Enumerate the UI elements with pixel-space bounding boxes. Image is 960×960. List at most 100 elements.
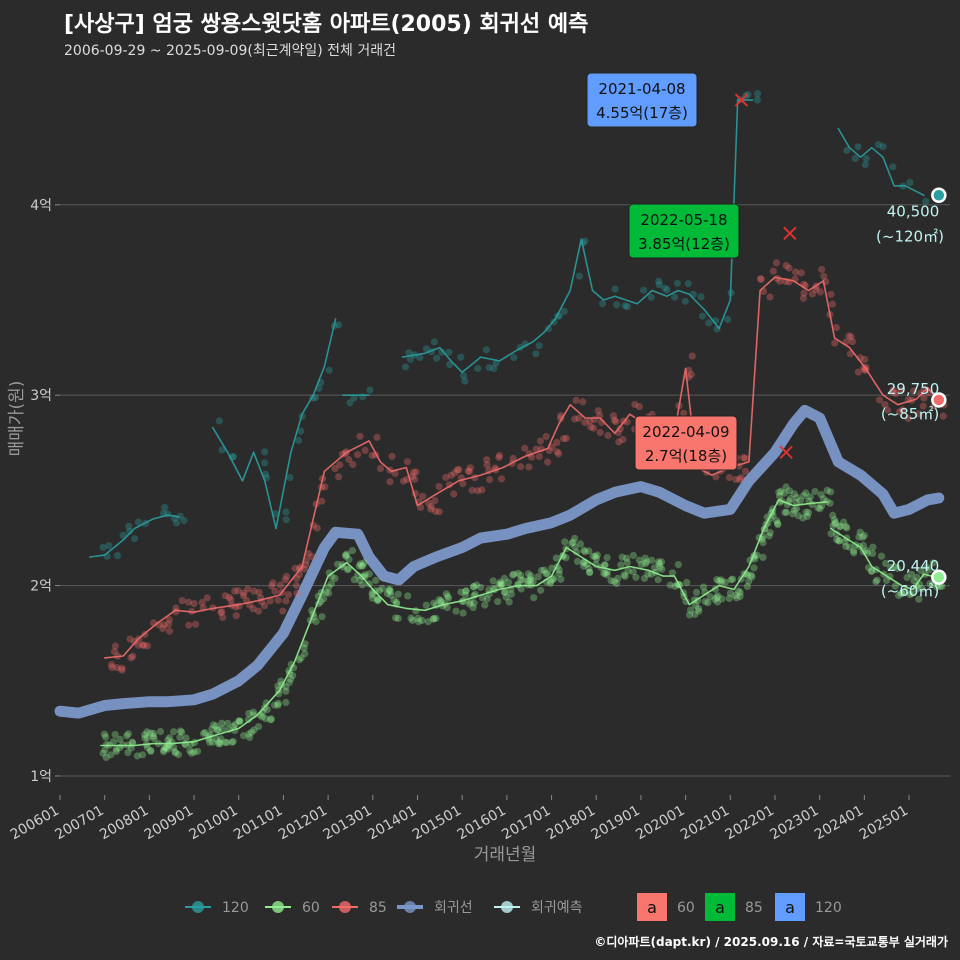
transaction-point <box>561 538 569 546</box>
transaction-point <box>485 364 493 372</box>
transaction-point <box>899 406 907 414</box>
transaction-point <box>297 654 305 662</box>
transaction-point <box>757 275 765 283</box>
transaction-point <box>437 598 445 606</box>
transaction-point <box>165 616 173 624</box>
transaction-point <box>269 579 277 587</box>
transaction-point <box>731 591 739 600</box>
transaction-point <box>498 580 506 588</box>
transaction-point <box>643 558 651 566</box>
legend-glyph: a <box>715 898 725 917</box>
transaction-point <box>536 437 545 445</box>
transaction-point <box>792 268 800 276</box>
transaction-point <box>433 354 441 362</box>
transaction-point <box>374 596 382 604</box>
transaction-point <box>147 747 155 755</box>
transaction-point <box>494 598 502 606</box>
transaction-point <box>586 417 594 425</box>
transaction-point <box>245 709 253 718</box>
transaction-point <box>119 531 127 539</box>
transaction-point <box>255 588 263 596</box>
transaction-point <box>517 463 525 471</box>
transaction-point <box>126 635 134 643</box>
transaction-point <box>344 565 352 573</box>
transaction-point <box>223 738 231 747</box>
transaction-point <box>343 550 351 558</box>
transaction-point <box>102 753 110 762</box>
transaction-point <box>615 438 623 446</box>
transaction-point <box>891 582 899 590</box>
transaction-point <box>359 562 367 570</box>
transaction-point <box>345 555 353 564</box>
transaction-point <box>701 598 709 606</box>
transaction-point <box>721 578 729 586</box>
x-tick-label: 201001 <box>186 803 240 844</box>
max-annotation-label85: 2022-05-18 3.85억(12층) <box>628 203 797 259</box>
transaction-point <box>194 747 202 755</box>
transaction-point <box>399 477 408 485</box>
transaction-point <box>734 587 743 595</box>
transaction-point <box>823 486 831 494</box>
transaction-point <box>383 590 391 598</box>
transaction-point <box>827 530 835 538</box>
series-line <box>100 499 828 747</box>
series-line <box>103 276 940 659</box>
transaction-point <box>358 562 366 570</box>
transaction-point <box>552 554 560 562</box>
transaction-point <box>482 346 490 354</box>
transaction-point <box>868 567 876 575</box>
series-s85 <box>103 259 948 674</box>
transaction-point <box>898 589 906 598</box>
transaction-point <box>435 596 443 604</box>
x-tick-label: 201901 <box>589 803 643 844</box>
transaction-point <box>184 598 193 606</box>
transaction-point <box>820 272 828 280</box>
transaction-point <box>806 493 814 501</box>
transaction-point <box>635 556 644 564</box>
transaction-point <box>733 594 741 602</box>
transaction-point <box>585 547 593 555</box>
transaction-point <box>113 664 121 672</box>
transaction-point <box>431 497 439 505</box>
transaction-point <box>892 389 900 397</box>
transaction-point <box>386 478 394 486</box>
transaction-point <box>865 564 873 572</box>
transaction-point <box>706 593 714 601</box>
transaction-point <box>501 588 509 596</box>
transaction-point <box>464 467 472 475</box>
transaction-point <box>883 406 892 414</box>
transaction-point <box>176 727 185 735</box>
transaction-point <box>875 396 884 404</box>
transaction-point <box>459 372 468 380</box>
transaction-point <box>680 409 688 417</box>
annotation-box <box>634 415 738 471</box>
transaction-point <box>444 594 453 602</box>
transaction-point <box>521 444 529 452</box>
transaction-point <box>800 492 808 500</box>
transaction-point <box>430 599 438 607</box>
transaction-point <box>794 512 802 520</box>
transaction-point <box>641 554 649 562</box>
transaction-point <box>855 533 863 541</box>
transaction-point <box>835 522 844 530</box>
transaction-point <box>500 574 509 583</box>
transaction-point <box>414 614 422 622</box>
x-tick-label: 201701 <box>499 803 553 844</box>
transaction-point <box>736 588 744 597</box>
transaction-point <box>274 701 282 709</box>
transaction-point <box>143 642 151 650</box>
transaction-point <box>780 489 788 497</box>
transaction-point <box>289 671 297 680</box>
transaction-point <box>459 480 467 488</box>
transaction-point <box>99 543 107 552</box>
transaction-point <box>342 552 350 560</box>
transaction-point <box>624 567 632 575</box>
transaction-point <box>173 519 181 527</box>
transaction-point <box>190 600 198 608</box>
transaction-point <box>691 601 700 609</box>
transaction-point <box>614 574 622 583</box>
transaction-point <box>424 618 432 626</box>
transaction-point <box>465 600 473 608</box>
transaction-point <box>476 583 485 591</box>
